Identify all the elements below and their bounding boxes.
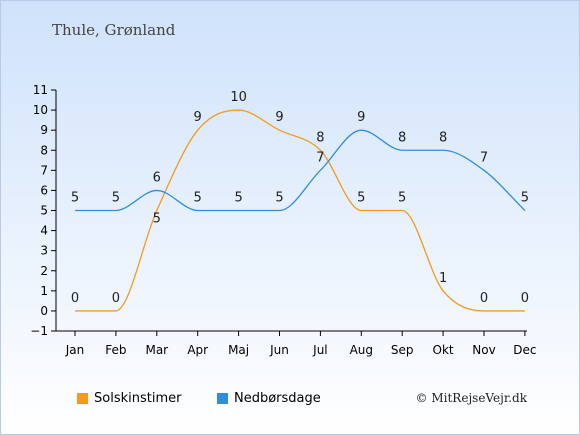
data-label-sunshine: 1	[439, 271, 447, 286]
data-label-sunshine: 9	[194, 110, 202, 125]
x-tick-label: Apr	[187, 343, 208, 357]
y-tick-label: −1	[30, 324, 48, 338]
y-tick-label: 0	[40, 304, 48, 318]
y-tick-label: 8	[40, 143, 48, 157]
x-tick-label: Dec	[513, 343, 536, 357]
x-tick-label: Jul	[312, 343, 327, 357]
legend-label-rain: Nedbørsdage	[234, 391, 321, 406]
legend-item-rain: Nedbørsdage	[217, 391, 321, 406]
data-label-rain-days: 5	[521, 191, 529, 206]
data-label-sunshine: 5	[398, 191, 406, 206]
legend-swatch-sun	[77, 393, 88, 404]
data-label-rain-days: 7	[316, 150, 324, 165]
y-tick-label: 9	[40, 123, 48, 137]
data-label-sunshine: 8	[316, 130, 324, 145]
data-label-rain-days: 8	[439, 130, 447, 145]
y-tick-label: 4	[40, 224, 48, 238]
data-label-sunshine: 0	[480, 291, 488, 306]
x-tick-label: Mar	[145, 343, 168, 357]
data-label-rain-days: 8	[398, 130, 406, 145]
x-tick-label: Okt	[433, 343, 454, 357]
chart-title: Thule, Grønland	[52, 21, 176, 39]
x-tick-label: Maj	[228, 343, 249, 357]
data-label-rain-days: 5	[194, 191, 202, 206]
legend-swatch-rain	[217, 393, 228, 404]
x-tick-label: Aug	[350, 343, 373, 357]
x-tick-label: Sep	[391, 343, 414, 357]
data-label-rain-days: 5	[71, 191, 79, 206]
y-tick-label: 2	[40, 264, 48, 278]
series-line-rain-days	[75, 129, 526, 212]
copyright: © MitRejseVejr.dk	[415, 391, 527, 405]
data-label-sunshine: 5	[357, 191, 365, 206]
y-tick-label: 5	[40, 204, 48, 218]
y-tick-label: 10	[33, 103, 48, 117]
data-label-rain-days: 6	[153, 170, 161, 185]
y-tick-label: 11	[33, 83, 48, 97]
data-label-rain-days: 5	[112, 191, 120, 206]
x-tick-label: Jun	[269, 343, 289, 357]
series-line-sunshine	[75, 109, 525, 312]
data-label-sunshine: 10	[230, 90, 247, 105]
data-label-sunshine: 0	[521, 291, 529, 306]
x-tick-label: Nov	[472, 343, 495, 357]
y-tick-label: 6	[40, 183, 48, 197]
data-label-rain-days: 5	[275, 191, 283, 206]
data-label-rain-days: 5	[234, 191, 242, 206]
legend-label-sun: Solskinstimer	[94, 391, 182, 406]
data-label-sunshine: 0	[112, 291, 120, 306]
y-tick-label: 1	[40, 284, 48, 298]
data-label-sunshine: 0	[71, 291, 79, 306]
x-tick-label: Jan	[65, 343, 85, 357]
data-label-rain-days: 7	[480, 150, 488, 165]
x-tick-label: Feb	[105, 343, 126, 357]
legend: Solskinstimer Nedbørsdage © MitRejseVejr…	[1, 391, 579, 411]
y-tick-label: 3	[40, 244, 48, 258]
y-tick-label: 7	[40, 163, 48, 177]
data-label-sunshine: 5	[153, 212, 161, 227]
data-label-rain-days: 9	[357, 110, 365, 125]
data-label-sunshine: 9	[275, 110, 283, 125]
legend-item-sun: Solskinstimer	[77, 391, 181, 406]
